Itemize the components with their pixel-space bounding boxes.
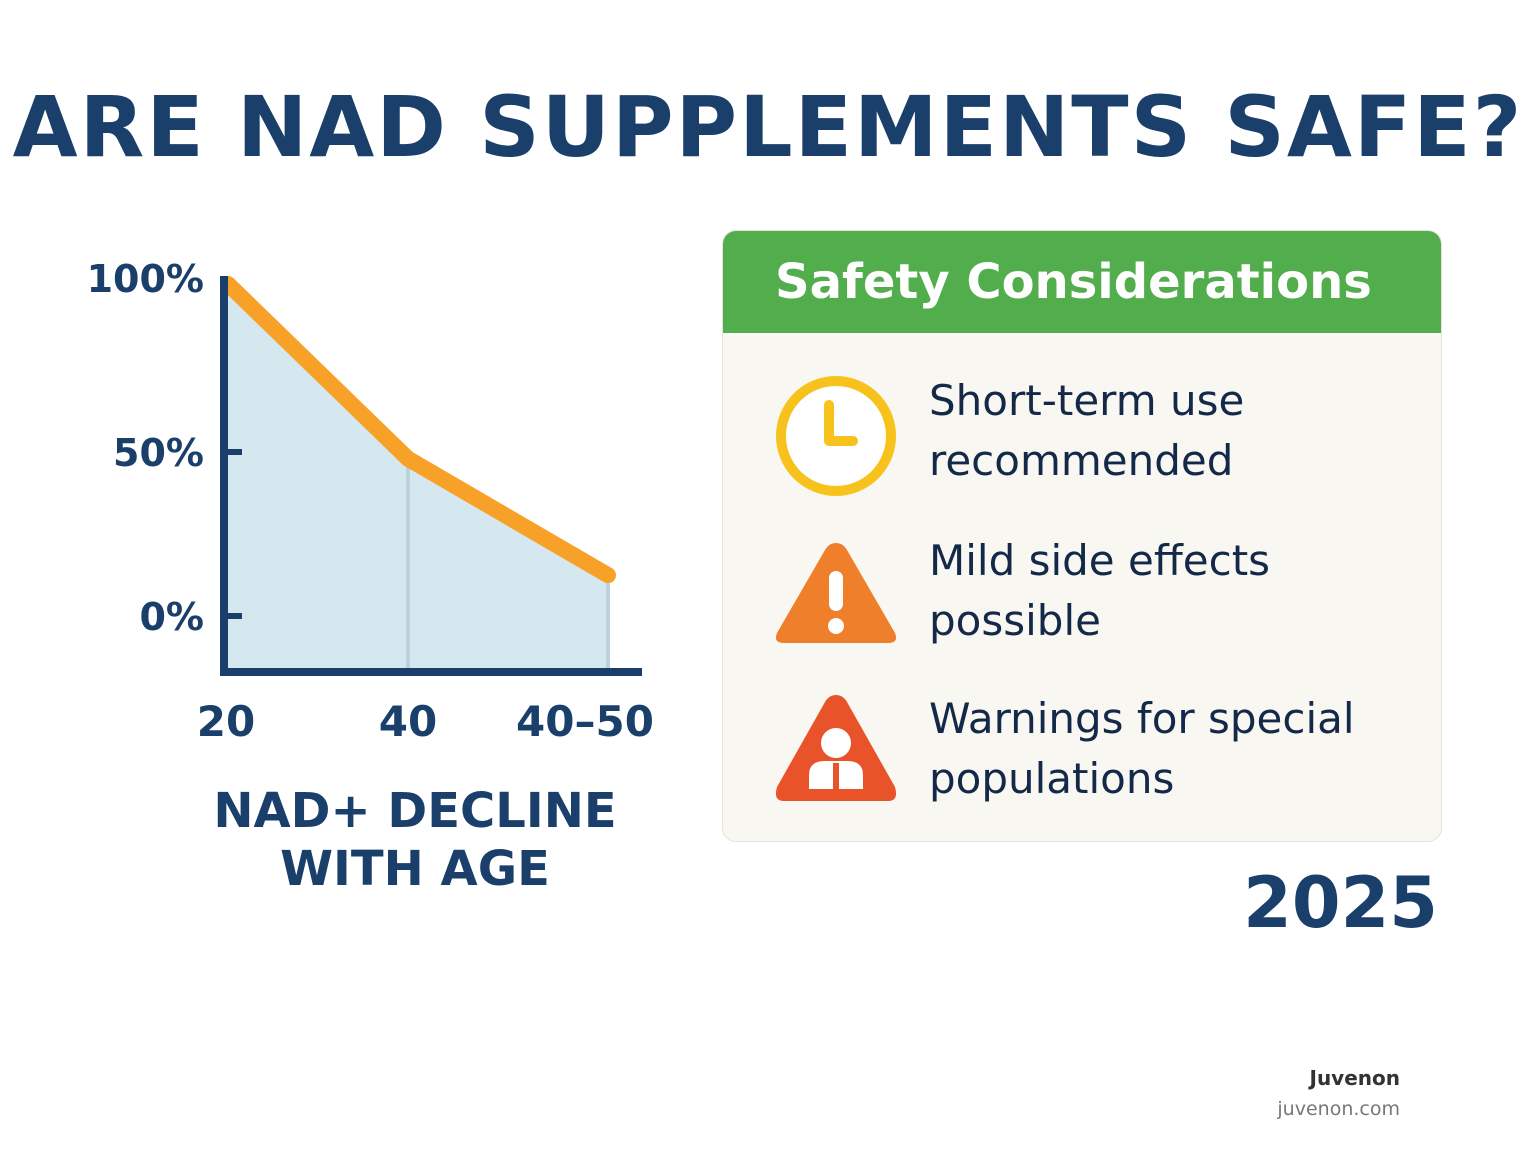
- nad-decline-chart: 100% 50% 0% 20 40 40–50: [87, 257, 654, 746]
- chart-caption: NAD+ DECLINE WITH AGE: [160, 782, 670, 898]
- safety-item-1-line-2: recommended: [929, 436, 1234, 485]
- year-label: 2025: [1243, 862, 1438, 944]
- warning-icon: [775, 543, 897, 643]
- chart-y-tick-label-50: 50%: [113, 431, 204, 475]
- safety-item-2-line-2: possible: [929, 596, 1101, 645]
- clock-icon: [776, 376, 896, 496]
- chart-x-tick-label-3: 40–50: [516, 697, 654, 746]
- safety-item-1-line-1: Short-term use: [929, 376, 1245, 425]
- safety-item-3-line-1: Warnings for special: [929, 694, 1355, 743]
- brand-url: juvenon.com: [1277, 1098, 1400, 1120]
- chart-caption-line-2: WITH AGE: [280, 841, 550, 897]
- safety-item-2-line-1: Mild side effects: [929, 536, 1271, 585]
- page-title: ARE NAD SUPPLEMENTS SAFE?: [12, 78, 1524, 176]
- safety-item-special-populations: Warnings for special populations: [723, 689, 1441, 819]
- safety-item-side-effects: Mild side effects possible: [723, 531, 1441, 661]
- chart-x-tick-label-1: 20: [197, 697, 255, 746]
- safety-item-short-term: Short-term use recommended: [723, 371, 1441, 501]
- safety-panel: Safety Considerations Short-term use rec…: [722, 230, 1442, 842]
- chart-x-tick-label-2: 40: [379, 697, 437, 746]
- person-warning-icon: [775, 695, 897, 801]
- chart-caption-line-1: NAD+ DECLINE: [213, 783, 617, 839]
- chart-y-tick-label-100: 100%: [87, 257, 204, 301]
- chart-series-line: [220, 276, 616, 584]
- safety-heading: Safety Considerations: [723, 231, 1441, 333]
- safety-item-3-line-2: populations: [929, 754, 1175, 803]
- brand-name: Juvenon: [1309, 1066, 1401, 1090]
- chart-y-tick-label-0: 0%: [139, 595, 204, 639]
